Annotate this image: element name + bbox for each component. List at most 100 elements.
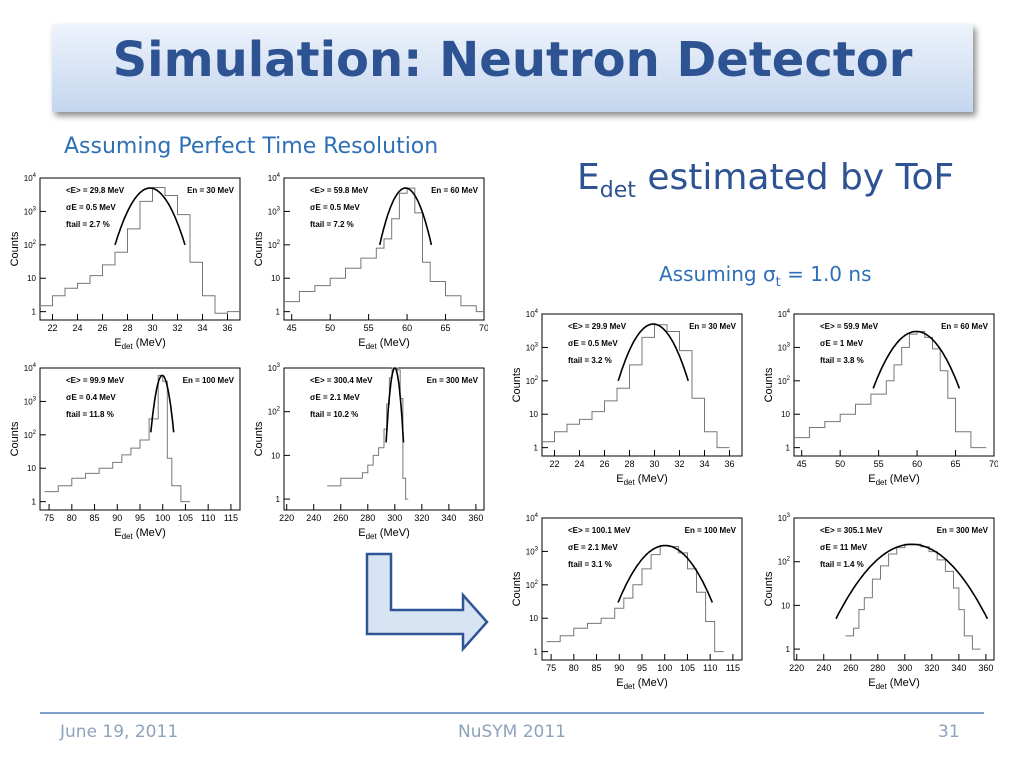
x-axis-label-sub: det — [876, 682, 888, 691]
x-tick-label: 260 — [843, 663, 858, 673]
y-tick-label: 103 — [778, 342, 791, 352]
y-tick-label: 103 — [268, 206, 281, 216]
y-tick-label: 102 — [268, 240, 281, 250]
x-tick-label: 320 — [414, 513, 429, 523]
x-axis-label-sub: det — [624, 478, 636, 487]
gaussian-fit-curve — [835, 543, 989, 620]
x-tick-label: 60 — [402, 323, 412, 333]
x-tick-label: 300 — [387, 513, 402, 523]
gaussian-fit-curve — [617, 544, 714, 603]
y-axis-label: Counts — [9, 421, 21, 456]
x-axis-label-main: E — [616, 677, 623, 689]
x-tick-label: 45 — [797, 459, 807, 469]
x-tick-label: 340 — [441, 513, 456, 523]
chart-panel-p6: 45 50 55 60 65 70 1 10 102 103 104 Edet (MeV) Counts… — [762, 308, 998, 488]
stats-line: <E> = 29.9 MeV — [568, 322, 627, 331]
y-tick-label: 102 — [526, 376, 539, 386]
x-axis-label: Edet (MeV) — [114, 527, 165, 541]
x-tick-label: 22 — [549, 459, 559, 469]
chart-panel-p7: 75 80 85 90 95 100 105 110 115 1 10 102 103 104 Edet (… — [510, 512, 746, 692]
gaussian-fit-curve — [872, 330, 961, 389]
x-axis-label-main: E — [358, 337, 365, 349]
x-axis-label-sub: det — [366, 342, 378, 351]
beam-energy-label: En = 100 MeV — [685, 526, 737, 535]
gaussian-fit-curve — [114, 187, 186, 246]
y-tick-label: 103 — [24, 206, 37, 216]
beam-energy-label: En = 300 MeV — [937, 526, 989, 535]
stats-line: ftail = 11.8 % — [66, 410, 114, 419]
x-tick-label: 90 — [614, 663, 624, 673]
y-axis-label: Counts — [511, 367, 523, 402]
x-tick-label: 260 — [333, 513, 348, 523]
bent-arrow-icon — [365, 552, 489, 653]
x-tick-label: 90 — [112, 513, 122, 523]
x-tick-label: 110 — [703, 663, 717, 673]
x-tick-label: 30 — [147, 323, 157, 333]
chart-panel-p4: 220 240 260 280 300 320 340 360 1 10 102 103 Edet (M… — [252, 362, 488, 542]
x-axis-label-sub: det — [624, 682, 636, 691]
x-axis-label-unit: (MeV) — [887, 677, 920, 689]
x-tick-label: 320 — [924, 663, 939, 673]
histogram-series — [44, 374, 190, 503]
x-tick-label: 55 — [874, 459, 884, 469]
x-tick-label: 340 — [951, 663, 966, 673]
stats-line: σE = 11 MeV — [820, 543, 868, 552]
x-axis-label-main: E — [114, 527, 121, 539]
plot-frame — [793, 517, 995, 661]
beam-energy-label: En = 60 MeV — [431, 186, 479, 195]
y-tick-label: 10 — [271, 274, 280, 283]
y-tick-label: 102 — [268, 407, 281, 417]
y-axis-label: Counts — [511, 571, 523, 606]
stats-line: σE = 0.5 MeV — [568, 339, 618, 348]
beam-energy-label: En = 60 MeV — [941, 322, 989, 331]
histogram-chart: 220 240 260 280 300 320 340 360 1 10 102 103 Edet (M… — [763, 513, 995, 691]
footer-date: June 19, 2011 — [60, 722, 179, 742]
y-tick-label: 1 — [276, 495, 281, 504]
x-axis-label: Edet (MeV) — [114, 337, 165, 351]
x-tick-label: 22 — [47, 323, 57, 333]
x-axis-label-main: E — [868, 473, 875, 485]
y-tick-label: 10 — [781, 601, 790, 610]
x-tick-label: 24 — [72, 323, 82, 333]
x-tick-label: 26 — [97, 323, 107, 333]
x-tick-label: 55 — [364, 323, 374, 333]
x-tick-label: 220 — [789, 663, 804, 673]
y-tick-label: 1 — [786, 444, 791, 453]
x-tick-label: 105 — [178, 513, 193, 523]
y-tick-label: 102 — [778, 376, 791, 386]
x-tick-label: 34 — [197, 323, 207, 333]
stats-line: <E> = 59.9 MeV — [820, 322, 879, 331]
x-tick-label: 100 — [155, 513, 170, 523]
x-tick-label: 240 — [816, 663, 831, 673]
x-tick-label: 50 — [835, 459, 845, 469]
x-tick-label: 115 — [726, 663, 740, 673]
histogram-chart: 45 50 55 60 65 70 1 10 102 103 104 Edet (MeV) Counts… — [763, 309, 998, 487]
x-axis-label-sub: det — [876, 478, 888, 487]
y-tick-label: 10 — [529, 410, 538, 419]
x-axis-label-main: E — [358, 527, 365, 539]
gaussian-fit-curve — [617, 323, 689, 382]
x-axis-label-sub: det — [122, 342, 134, 351]
y-axis-label: Counts — [763, 367, 775, 402]
plot-frame — [283, 177, 485, 321]
x-tick-label: 95 — [135, 513, 145, 523]
x-axis-label: Edet (MeV) — [616, 473, 667, 487]
histogram-series — [542, 324, 730, 449]
time-resolution-pre: Assuming σ — [659, 262, 776, 286]
stats-line: ftail = 3.2 % — [568, 356, 612, 365]
footer-conference: NuSYM 2011 — [458, 722, 567, 742]
x-axis-label: Edet (MeV) — [616, 677, 667, 691]
y-tick-label: 103 — [778, 513, 791, 523]
y-tick-label: 103 — [24, 396, 37, 406]
chart-panel-p5: 22 24 26 28 30 32 34 36 1 10 102 103 104 Edet (MeV) Co… — [510, 308, 746, 488]
x-tick-label: 60 — [912, 459, 922, 469]
x-tick-label: 70 — [479, 323, 488, 333]
edet-heading: Edet estimated by ToF — [577, 157, 954, 203]
x-tick-label: 240 — [306, 513, 321, 523]
x-axis-label-unit: (MeV) — [887, 473, 920, 485]
footer-page-number: 31 — [938, 722, 960, 742]
histogram-series — [284, 187, 484, 313]
stats-line: <E> = 99.9 MeV — [66, 376, 125, 385]
y-tick-label: 104 — [24, 363, 37, 373]
